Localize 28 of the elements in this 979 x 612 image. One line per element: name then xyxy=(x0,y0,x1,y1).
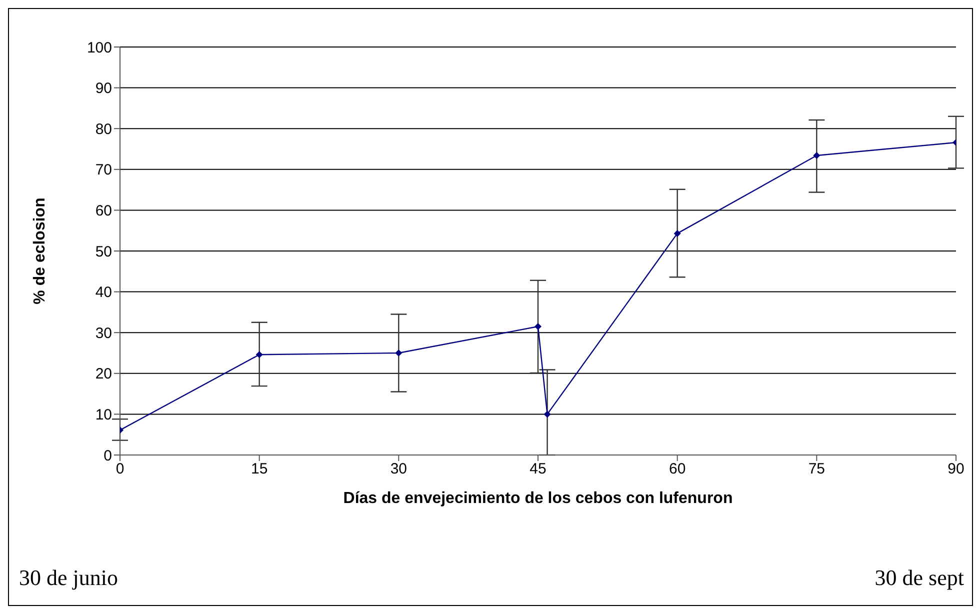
point xyxy=(544,410,551,418)
y-axis-title: % de eclosion xyxy=(32,198,49,304)
y-tick-label: 90 xyxy=(95,80,112,98)
y-tick-label: 80 xyxy=(95,120,112,138)
y-tick-label: 100 xyxy=(86,39,112,56)
x-tick-label: 75 xyxy=(808,460,826,478)
y-tick-label: 10 xyxy=(95,406,112,424)
y-tick-label: 20 xyxy=(95,366,112,383)
point xyxy=(674,230,681,237)
x-tick-label: 30 xyxy=(390,460,408,478)
x-axis-title: Días de envejecimiento de los cebos con lufenuron xyxy=(343,490,733,507)
text: 30 de junio xyxy=(19,565,118,591)
x-tick-label: 45 xyxy=(530,460,546,478)
x-tick-label: 60 xyxy=(668,460,686,478)
y-tick-label: 30 xyxy=(95,324,112,342)
point xyxy=(813,152,820,160)
point xyxy=(534,322,542,330)
y-tick-label: 60 xyxy=(95,202,112,220)
x-tick-label: 0 xyxy=(116,460,124,478)
y-tick-label: 0 xyxy=(104,447,112,464)
point xyxy=(395,350,402,356)
x-tick-label: 90 xyxy=(948,460,964,478)
x-tick-label: 15 xyxy=(250,460,268,478)
y-tick-label: 40 xyxy=(95,284,112,302)
y-tick-label: 70 xyxy=(95,162,112,179)
y-tick-label: 50 xyxy=(95,243,112,260)
point xyxy=(256,351,263,358)
text: 30 de sept xyxy=(874,565,964,591)
